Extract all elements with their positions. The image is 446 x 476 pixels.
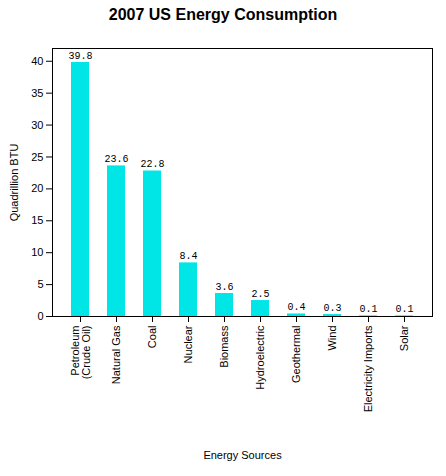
svg-text:15: 15: [31, 214, 43, 226]
svg-text:35: 35: [31, 87, 43, 99]
svg-text:2.5: 2.5: [251, 289, 269, 300]
svg-text:22.8: 22.8: [140, 159, 164, 170]
svg-text:8.4: 8.4: [179, 251, 197, 262]
svg-text:0.4: 0.4: [287, 302, 305, 313]
svg-text:40: 40: [31, 55, 43, 67]
svg-text:Solar: Solar: [398, 325, 410, 351]
svg-text:0.1: 0.1: [395, 304, 413, 315]
svg-text:39.8: 39.8: [68, 51, 92, 62]
svg-text:Natural Gas: Natural Gas: [110, 325, 122, 384]
svg-text:Coal: Coal: [146, 326, 158, 349]
svg-text:20: 20: [31, 182, 43, 194]
html-text:2007 US Energy Consumption: 2007 US Energy Consumption: [108, 6, 338, 23]
svg-text:0.1: 0.1: [359, 304, 377, 315]
svg-text:10: 10: [31, 246, 43, 258]
svg-text:Electricity Imports: Electricity Imports: [362, 325, 374, 412]
svg-text:Wind: Wind: [326, 326, 338, 351]
svg-text:Quadrillion BTU: Quadrillion BTU: [8, 144, 20, 222]
svg-text:5: 5: [37, 278, 43, 290]
svg-text:0.3: 0.3: [323, 303, 341, 314]
svg-text:23.6: 23.6: [104, 154, 128, 165]
svg-text:Biomass: Biomass: [218, 325, 230, 368]
svg-text:Geothermal: Geothermal: [290, 326, 302, 383]
svg-text:Energy Sources: Energy Sources: [203, 449, 282, 461]
svg-text:30: 30: [31, 119, 43, 131]
svg-text:Nuclear: Nuclear: [182, 325, 194, 363]
svg-text:25: 25: [31, 150, 43, 162]
svg-text:Hydroelectric: Hydroelectric: [254, 325, 266, 390]
svg-text:Petroleum(Crude Oil): Petroleum(Crude Oil): [69, 326, 92, 380]
svg-text:0: 0: [37, 310, 43, 322]
svg-text:3.6: 3.6: [215, 282, 233, 293]
